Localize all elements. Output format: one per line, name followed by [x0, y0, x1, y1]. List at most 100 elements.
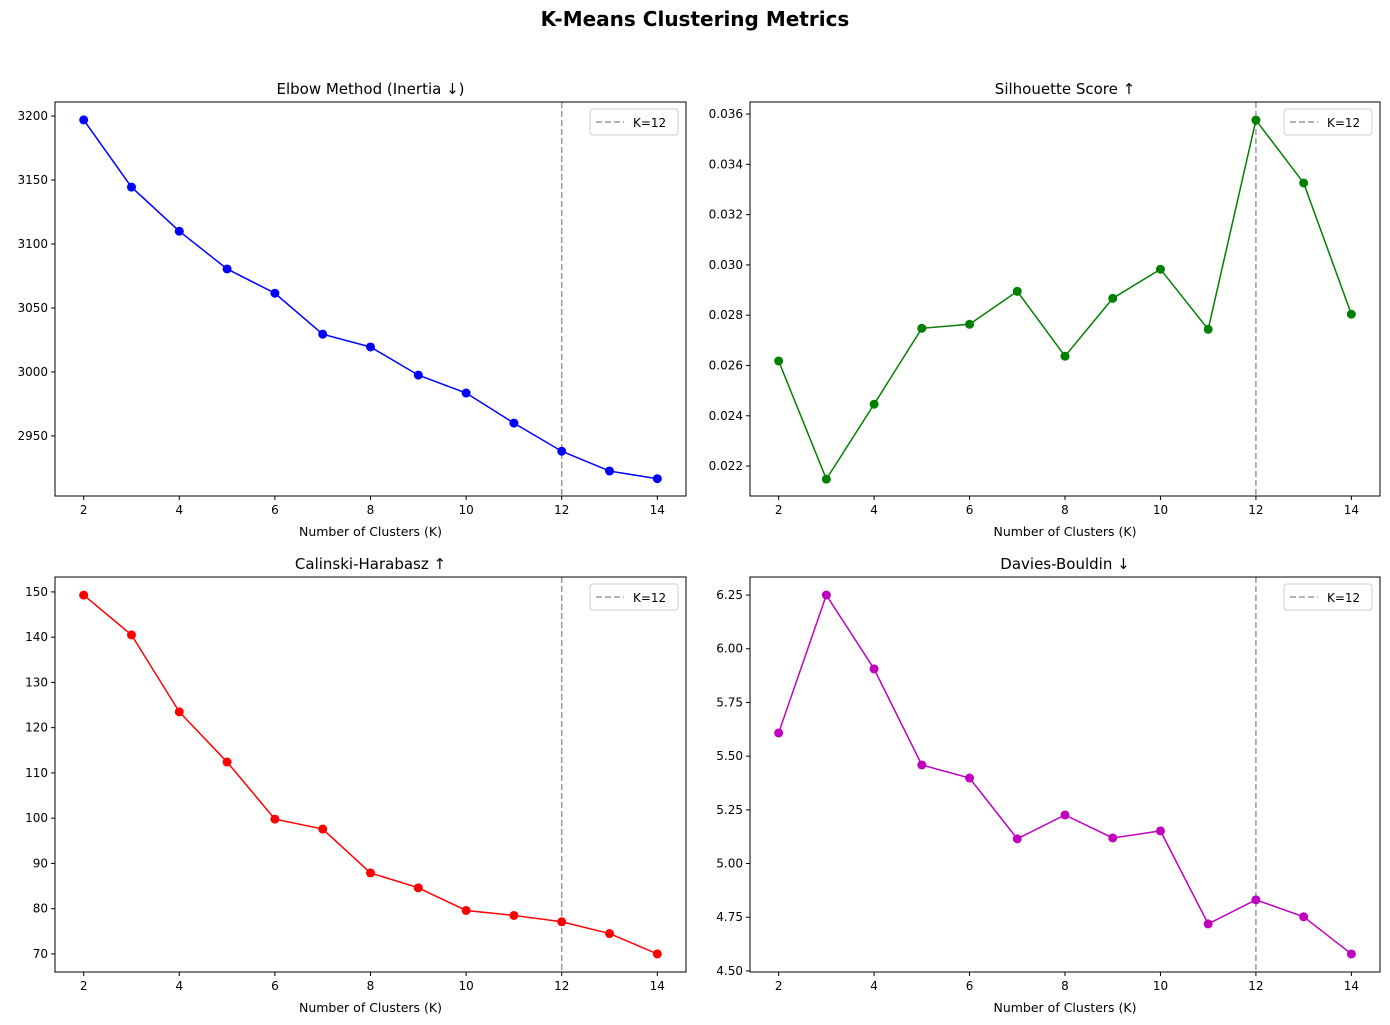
data-point — [1012, 834, 1022, 844]
data-point — [917, 323, 927, 333]
data-point — [174, 707, 184, 717]
legend: K=12 — [1283, 583, 1373, 611]
y-tick-label: 0.024 — [709, 409, 743, 423]
x-tick-label: 10 — [458, 503, 473, 517]
data-point — [557, 446, 567, 456]
subplot-title: Elbow Method (Inertia ↓) — [276, 80, 464, 98]
x-tick-label: 4 — [175, 979, 183, 993]
data-point — [821, 474, 831, 484]
x-axis-label: Number of Clusters (K) — [993, 1000, 1136, 1015]
y-tick-label: 5.25 — [716, 803, 743, 817]
x-tick-label: 4 — [175, 503, 183, 517]
y-tick-label: 0.032 — [709, 208, 743, 222]
y-tick-label: 2950 — [17, 429, 48, 443]
x-tick-label: 2 — [80, 503, 88, 517]
data-point — [1203, 919, 1213, 929]
x-tick-label: 10 — [458, 979, 473, 993]
y-tick-label: 5.75 — [716, 695, 743, 709]
y-tick-label: 3000 — [17, 365, 48, 379]
x-tick-label: 8 — [1061, 979, 1069, 993]
x-tick-label: 12 — [554, 503, 569, 517]
subplot-title: Calinski-Harabasz ↑ — [295, 555, 446, 573]
y-tick-label: 130 — [25, 675, 48, 689]
figure-title: K-Means Clustering Metrics — [541, 7, 850, 31]
data-point — [509, 418, 519, 428]
x-tick-label: 6 — [271, 503, 279, 517]
x-tick-label: 12 — [1248, 503, 1263, 517]
x-tick-label: 8 — [367, 979, 375, 993]
y-tick-label: 140 — [25, 630, 48, 644]
y-tick-label: 4.50 — [716, 964, 743, 978]
data-point — [1299, 178, 1309, 188]
x-tick-label: 10 — [1153, 503, 1168, 517]
axes-frame — [54, 101, 687, 497]
data-point — [1346, 309, 1356, 319]
legend: K=12 — [589, 583, 679, 611]
legend-box — [589, 108, 679, 136]
data-point — [366, 342, 375, 352]
legend: K=12 — [589, 108, 679, 136]
y-tick-label: 120 — [25, 721, 48, 735]
data-point — [318, 824, 328, 834]
y-tick-label: 90 — [33, 856, 48, 870]
y-tick-label: 0.026 — [709, 359, 743, 373]
data-point — [965, 319, 975, 329]
subplot-1: Elbow Method (Inertia ↓) Number of Cluste… — [17, 80, 687, 539]
data-point — [1251, 115, 1261, 125]
data-point — [1155, 826, 1165, 836]
data-point — [79, 115, 89, 125]
axes-frame — [749, 576, 1381, 973]
y-tick-label: 0.028 — [709, 308, 743, 322]
x-tick-label: 2 — [775, 979, 783, 993]
data-point — [821, 590, 831, 600]
data-point — [126, 630, 136, 640]
data-point — [652, 474, 662, 484]
legend-label: K=12 — [1327, 116, 1360, 130]
legend-box — [589, 583, 679, 611]
data-point — [1299, 912, 1309, 922]
data-point — [1108, 833, 1118, 843]
x-axis-label: Number of Clusters (K) — [993, 524, 1136, 539]
subplot-title: Davies-Bouldin ↓ — [1000, 555, 1129, 573]
data-point — [126, 182, 136, 192]
x-tick-label: 14 — [650, 503, 665, 517]
x-tick-label: 10 — [1153, 979, 1168, 993]
y-tick-label: 0.034 — [709, 157, 743, 171]
x-tick-label: 12 — [554, 979, 569, 993]
y-tick-label: 3150 — [17, 173, 48, 187]
x-tick-label: 4 — [870, 979, 878, 993]
data-point — [174, 226, 184, 236]
data-point — [366, 868, 375, 878]
y-tick-label: 0.036 — [709, 107, 743, 121]
data-point — [270, 288, 280, 298]
data-point — [1060, 351, 1070, 361]
axes-frame — [749, 101, 1381, 497]
data-point — [1108, 293, 1118, 303]
x-axis-label: Number of Clusters (K) — [299, 1000, 442, 1015]
data-point — [413, 883, 423, 893]
x-tick-label: 12 — [1248, 979, 1263, 993]
data-point — [557, 917, 567, 927]
y-tick-label: 3100 — [17, 237, 48, 251]
legend-label: K=12 — [633, 116, 666, 130]
y-tick-label: 6.00 — [716, 642, 743, 656]
x-tick-label: 8 — [1061, 503, 1069, 517]
y-tick-label: 150 — [25, 585, 48, 599]
y-tick-label: 3200 — [17, 109, 48, 123]
x-tick-label: 14 — [650, 979, 665, 993]
y-tick-label: 5.00 — [716, 857, 743, 871]
data-point — [509, 910, 519, 920]
series-line — [777, 593, 1352, 955]
data-point — [917, 760, 927, 770]
data-point — [461, 905, 471, 915]
series-line — [777, 118, 1353, 481]
data-point — [605, 929, 615, 939]
legend: K=12 — [1283, 108, 1373, 136]
y-tick-label: 100 — [25, 811, 48, 825]
data-point — [270, 814, 280, 824]
subplot-3: Calinski-Harabasz ↑ Number of Clusters (K… — [25, 555, 687, 1015]
data-point — [652, 949, 662, 959]
data-point — [1203, 324, 1213, 334]
x-tick-label: 6 — [966, 503, 974, 517]
